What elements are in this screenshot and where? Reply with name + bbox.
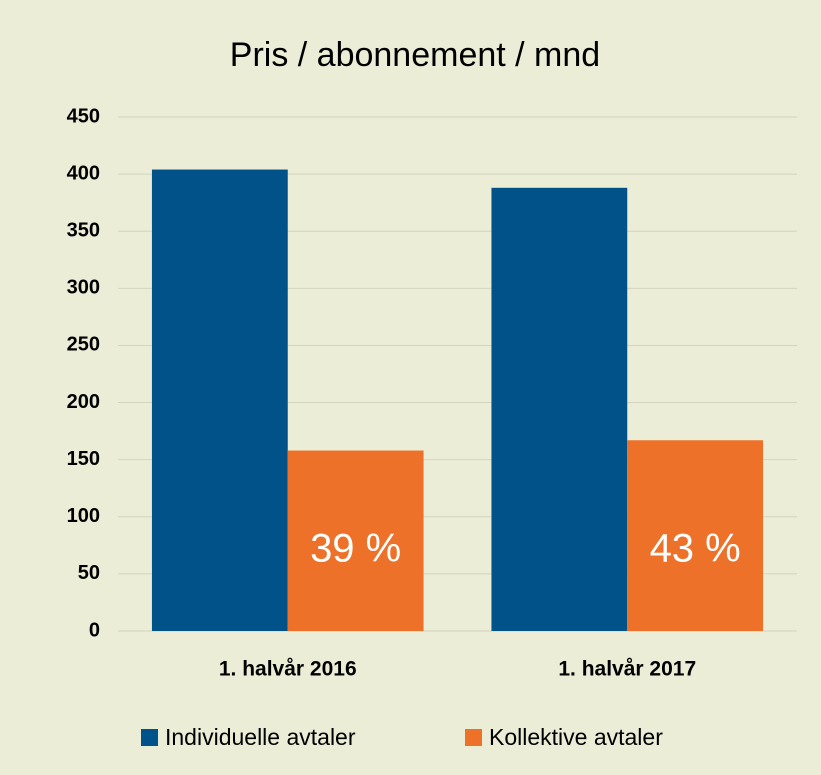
legend-label: Individuelle avtaler	[165, 724, 356, 750]
y-tick-label: 200	[67, 391, 100, 413]
x-tick-label: 1. halvår 2016	[219, 658, 357, 681]
bar	[287, 450, 424, 631]
y-tick-label: 450	[67, 105, 100, 127]
bar	[627, 440, 764, 631]
y-tick-label: 0	[89, 619, 100, 641]
legend-label: Kollektive avtaler	[489, 724, 663, 750]
bar	[491, 187, 628, 631]
annotation: 39 %	[310, 527, 401, 571]
y-tick-label: 400	[67, 162, 100, 184]
y-tick-label: 350	[67, 220, 100, 242]
y-tick-label: 300	[67, 277, 100, 299]
legend-swatch	[465, 729, 482, 746]
legend-swatch	[141, 729, 158, 746]
x-tick-label: 1. halvår 2017	[558, 658, 696, 681]
bar	[151, 169, 288, 631]
y-tick-label: 100	[67, 505, 100, 527]
y-tick-label: 150	[67, 448, 100, 470]
y-tick-label: 250	[67, 334, 100, 356]
chart-title: Pris / abonnement / mnd	[230, 36, 600, 74]
annotation: 43 %	[650, 527, 741, 571]
y-tick-label: 50	[78, 562, 100, 584]
